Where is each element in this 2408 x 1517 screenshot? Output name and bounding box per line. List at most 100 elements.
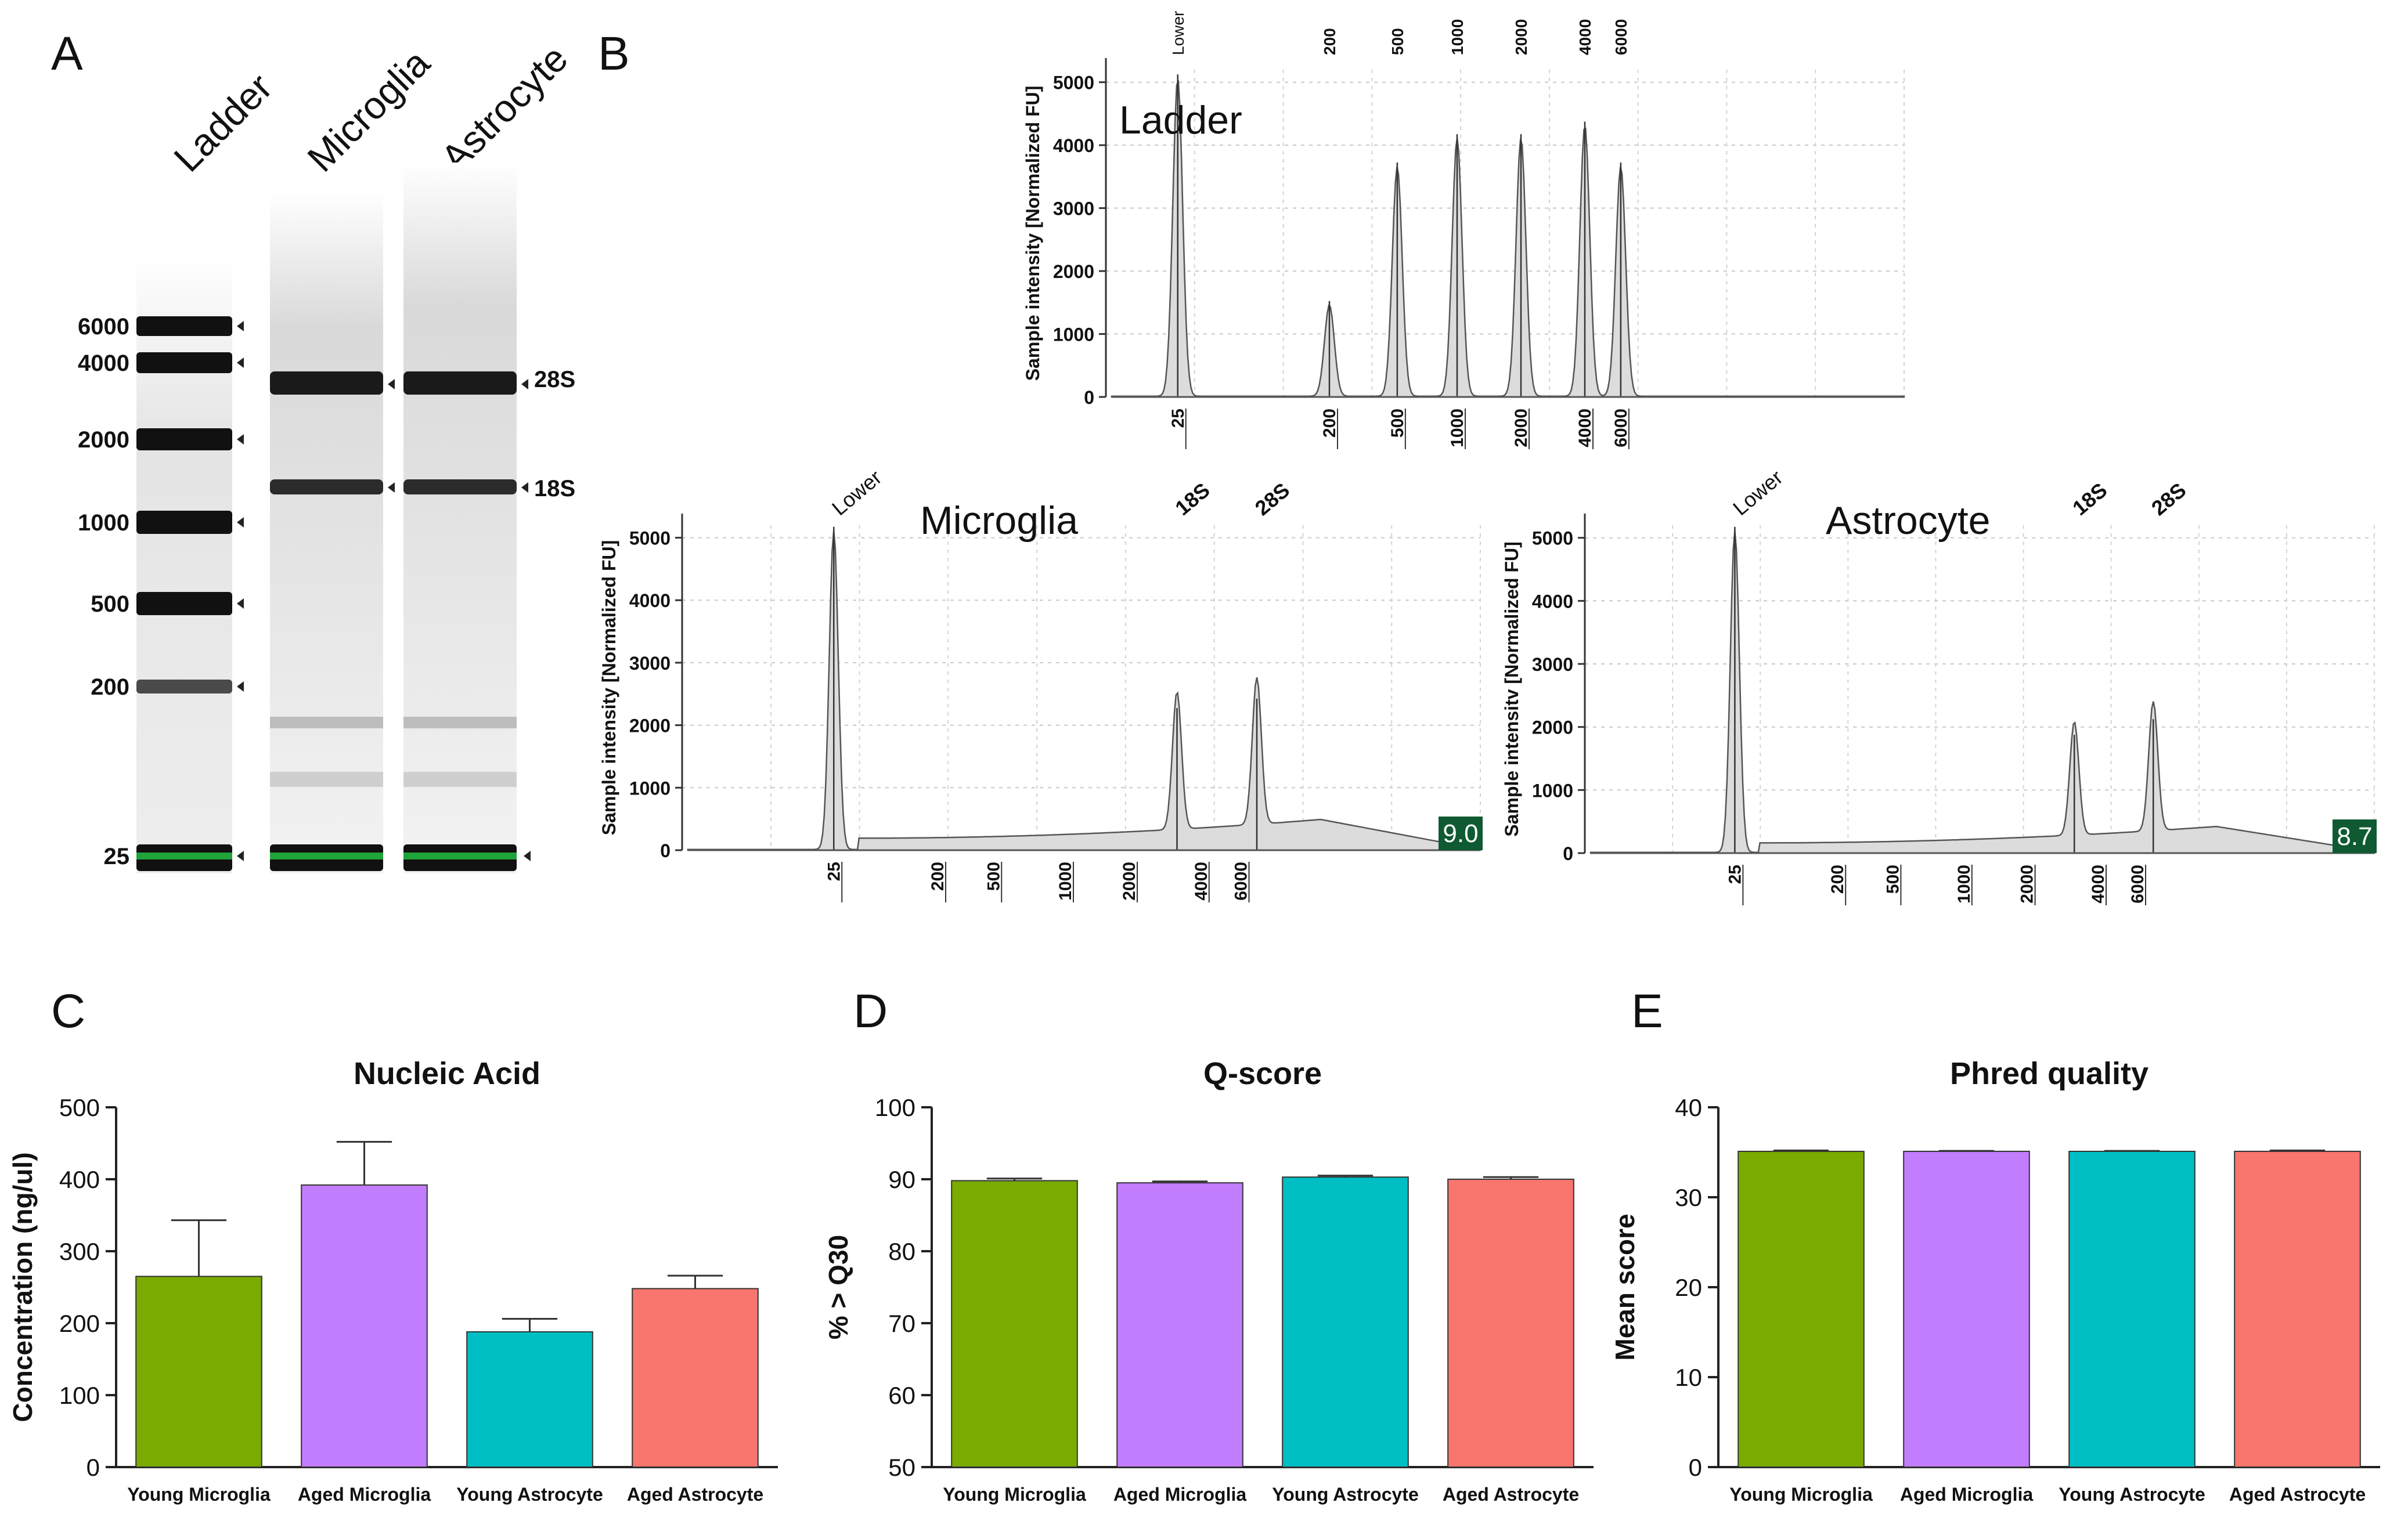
band-arrow-icon xyxy=(237,434,244,445)
bar xyxy=(1116,1182,1243,1468)
band-arrow-icon xyxy=(237,681,244,692)
band-28s xyxy=(270,371,383,395)
category-label: Aged Astrocyte xyxy=(627,1484,763,1505)
y-tick-label: 60 xyxy=(888,1382,915,1409)
peak-label: 4000 xyxy=(1576,19,1594,55)
y-tick-label: 3000 xyxy=(1053,198,1094,219)
x-tick-label: 4000 xyxy=(2089,865,2108,904)
x-tick-label: 1000 xyxy=(1448,409,1467,447)
ladder-electropherogram: 0 1000 2000 3000 4000 5000 Sample intensity [N… xyxy=(1022,11,1905,449)
bar xyxy=(135,1276,262,1468)
y-tick-label: 0 xyxy=(1689,1454,1702,1481)
ladder-size-label: 2000 xyxy=(78,427,129,453)
peak-label: Lower xyxy=(827,465,886,520)
chart-title: Nucleic Acid xyxy=(354,1056,540,1091)
rin-value: 8.7 xyxy=(2337,822,2372,851)
ladder-size-label: 500 xyxy=(91,591,129,617)
category-label: Young Microglia xyxy=(1729,1484,1873,1505)
lane-label: Astrocyte xyxy=(432,37,576,180)
x-tick-label: 500 xyxy=(984,862,1003,891)
y-tick-label: 2000 xyxy=(1532,717,1573,738)
x-tick-label: 6000 xyxy=(2128,865,2147,904)
rin-badge xyxy=(1439,817,1483,850)
band-arrow-icon xyxy=(237,851,244,861)
band-arrow-icon xyxy=(237,357,244,368)
y-tick-label: 200 xyxy=(59,1310,100,1337)
y-tick-label: 80 xyxy=(888,1238,915,1265)
chart-title: Phred quality xyxy=(1950,1056,2149,1091)
bar-chart-e: Phred quality Mean score 0 10 20 30 40 Young Mi… xyxy=(1610,1056,2380,1505)
bar xyxy=(301,1184,428,1468)
panel-letter-c: C xyxy=(51,985,85,1038)
category-label: Aged Microglia xyxy=(298,1484,431,1505)
y-tick-label: 0 xyxy=(1563,843,1573,864)
band-arrow-icon xyxy=(237,321,244,331)
panel-letter-b: B xyxy=(598,27,630,80)
x-tick-label: 2000 xyxy=(2018,865,2037,904)
y-tick-label: 5000 xyxy=(1053,73,1094,93)
bar-chart-d: Q-score % > Q30 50 60 70 80 90 100 Young Microgl… xyxy=(823,1056,1594,1505)
peak-label: 500 xyxy=(1389,28,1407,55)
bar-chart-c: Nucleic Acid Concentration (ng/ul) 0 100 200… xyxy=(8,1056,778,1505)
band-28s xyxy=(403,371,517,395)
peak-label: 28S xyxy=(1250,478,1294,521)
category-label: Aged Astrocyte xyxy=(1443,1484,1579,1505)
band-arrow-icon xyxy=(524,851,531,861)
y-tick-label: 400 xyxy=(59,1166,100,1193)
y-tick-label: 10 xyxy=(1675,1364,1702,1391)
chart-title: Q-score xyxy=(1203,1056,1322,1091)
peak-label: 2000 xyxy=(1512,19,1530,55)
y-tick-label: 5000 xyxy=(629,528,671,549)
ladder-band xyxy=(136,680,232,694)
x-tick-label: 25 xyxy=(1725,865,1744,884)
marker-band-green xyxy=(403,853,517,859)
ladder-band xyxy=(136,511,232,534)
category-label: Aged Microglia xyxy=(1113,1484,1247,1505)
astrocyte-electropherogram: 0 1000 2000 3000 4000 5000 Sample intensitv [N… xyxy=(1501,465,2377,905)
y-axis-label: Mean score xyxy=(1610,1213,1640,1360)
electropherogram-trace xyxy=(687,530,1481,851)
ladder-size-label: 1000 xyxy=(78,510,129,536)
gel-lane-microglia xyxy=(270,192,383,873)
y-tick-label: 1000 xyxy=(629,778,671,799)
x-tick-label: 1000 xyxy=(1955,865,1974,904)
peak-label: 6000 xyxy=(1612,19,1630,55)
category-label: Young Astrocyte xyxy=(2059,1484,2205,1505)
faint-band xyxy=(403,772,517,787)
lane-label: Ladder xyxy=(165,65,280,180)
y-tick-label: 4000 xyxy=(1532,591,1573,612)
bar xyxy=(466,1331,593,1468)
panel-letter-e: E xyxy=(1631,985,1663,1038)
peak-label: 18S xyxy=(1170,478,1214,521)
category-label: Young Microglia xyxy=(943,1484,1086,1505)
marker-band-green xyxy=(136,853,232,859)
bar xyxy=(632,1288,759,1468)
y-tick-label: 2000 xyxy=(1053,261,1094,282)
band-label-18s: 18S xyxy=(534,476,575,501)
x-tick-label: 1000 xyxy=(1056,862,1075,901)
y-tick-label: 100 xyxy=(875,1094,915,1121)
band-arrow-icon xyxy=(237,517,244,528)
y-tick-label: 20 xyxy=(1675,1274,1702,1301)
y-tick-label: 1000 xyxy=(1053,324,1094,345)
peak-label: Lower xyxy=(1169,11,1187,55)
bar xyxy=(1282,1176,1409,1468)
y-tick-label: 90 xyxy=(888,1166,915,1193)
category-label: Aged Microglia xyxy=(1900,1484,2034,1505)
lane-label: Microglia xyxy=(299,41,438,180)
bar xyxy=(2068,1150,2196,1468)
gel-lane-ladder xyxy=(136,255,232,873)
ladder-size-label: 6000 xyxy=(78,314,129,339)
peak-label: 28S xyxy=(2147,478,2190,521)
electropherogram-title: Microglia xyxy=(920,499,1078,543)
ladder-band xyxy=(136,352,232,373)
x-tick-label: 2000 xyxy=(1120,862,1139,901)
x-tick-label: 200 xyxy=(928,862,947,891)
electropherogram-trace xyxy=(1589,530,2375,854)
microglia-electropherogram: 0 1000 2000 3000 4000 5000 Sample intensity [N… xyxy=(599,465,1483,902)
peak-label: 1000 xyxy=(1448,19,1466,55)
peak-label: Lower xyxy=(1728,465,1787,520)
x-tick-label: 200 xyxy=(1320,409,1339,438)
y-tick-label: 4000 xyxy=(629,590,671,611)
